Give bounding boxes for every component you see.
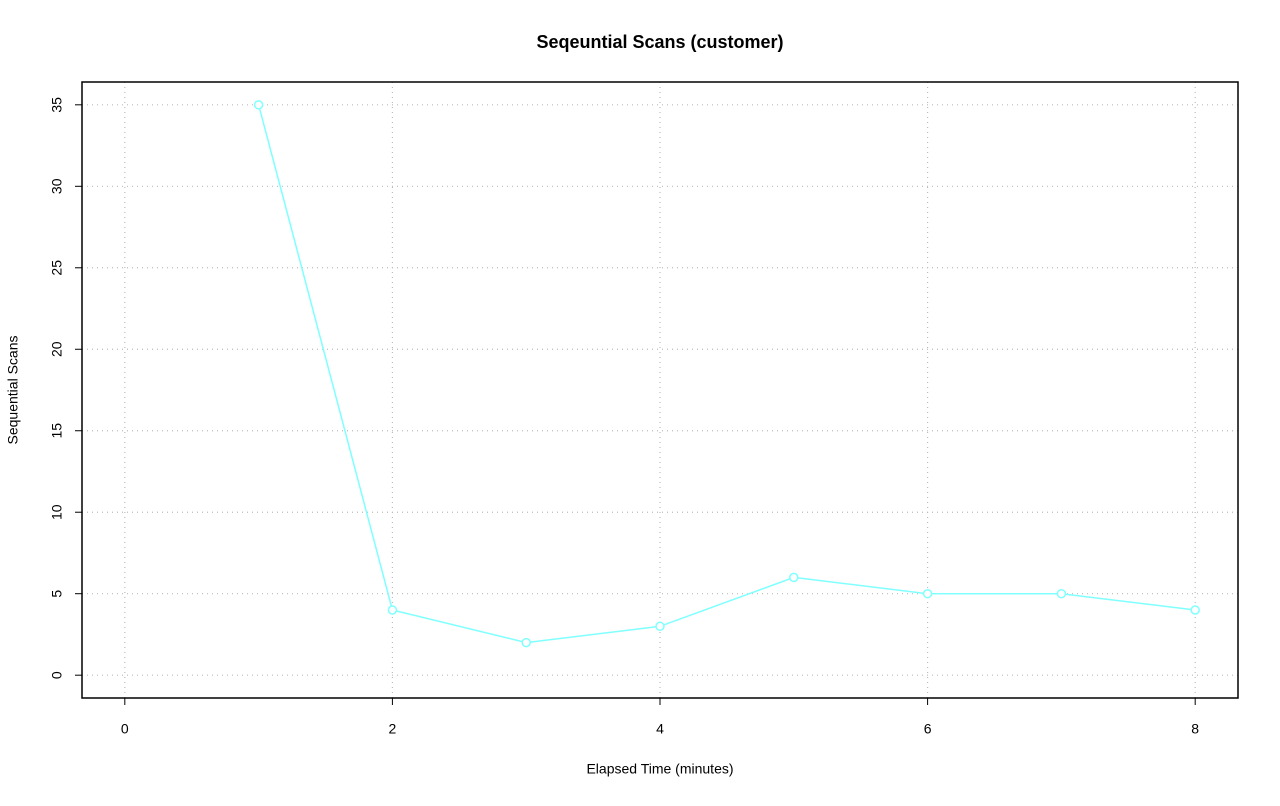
data-point: [1056, 588, 1067, 599]
y-tick-label: 0: [49, 671, 65, 679]
data-point: [789, 572, 799, 583]
x-tick-label: 2: [389, 721, 397, 737]
x-tick-label: 6: [924, 721, 932, 737]
y-axis-label: Sequential Scans: [5, 336, 21, 445]
x-tick-label: 4: [656, 721, 664, 737]
data-point: [521, 637, 531, 648]
y-tick-label: 25: [49, 260, 65, 276]
plot-frame: [81, 81, 1239, 699]
y-tick-label: 20: [49, 341, 65, 357]
x-tick-label: 0: [121, 721, 129, 737]
data-point: [655, 621, 665, 632]
y-tick-label: 5: [49, 590, 65, 598]
y-tick-label: 15: [49, 423, 65, 439]
x-tick-label: 8: [1191, 721, 1199, 737]
data-point: [387, 605, 398, 615]
y-tick-label: 35: [49, 97, 65, 113]
data-point: [1190, 605, 1200, 615]
data-point: [253, 100, 264, 110]
data-line: [257, 104, 1196, 644]
chart-title: Seqeuntial Scans (customer): [536, 32, 783, 52]
y-tick-label: 10: [49, 504, 65, 520]
y-tick-label: 30: [49, 178, 65, 194]
x-axis-label: Elapsed Time (minutes): [586, 761, 733, 777]
data-point: [922, 588, 933, 599]
